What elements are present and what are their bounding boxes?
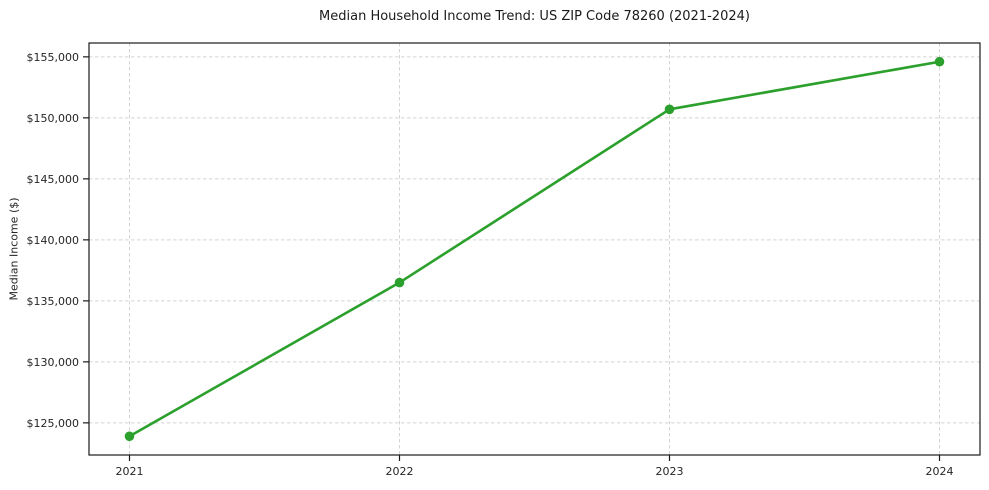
y-tick-label: $135,000: [27, 295, 80, 308]
y-tick-label: $125,000: [27, 417, 80, 430]
y-tick-label: $130,000: [27, 356, 80, 369]
y-tick-label: $155,000: [27, 51, 80, 64]
data-point-2024: [934, 56, 945, 67]
y-tick-label: $150,000: [27, 112, 80, 125]
chart-title: Median Household Income Trend: US ZIP Co…: [319, 9, 750, 24]
x-tick-label: 2022: [386, 465, 414, 478]
x-tick-label: 2024: [926, 465, 954, 478]
income-trend-line: [128, 60, 941, 438]
data-point-2021: [124, 431, 135, 442]
y-tick-label: $145,000: [27, 173, 80, 186]
plot-frame: [88, 42, 981, 456]
data-point-2023: [664, 104, 675, 115]
x-tick-label: 2021: [116, 465, 144, 478]
x-tick-label: 2023: [656, 465, 684, 478]
data-point-2022: [394, 277, 405, 288]
y-tick-label: $140,000: [27, 234, 80, 247]
